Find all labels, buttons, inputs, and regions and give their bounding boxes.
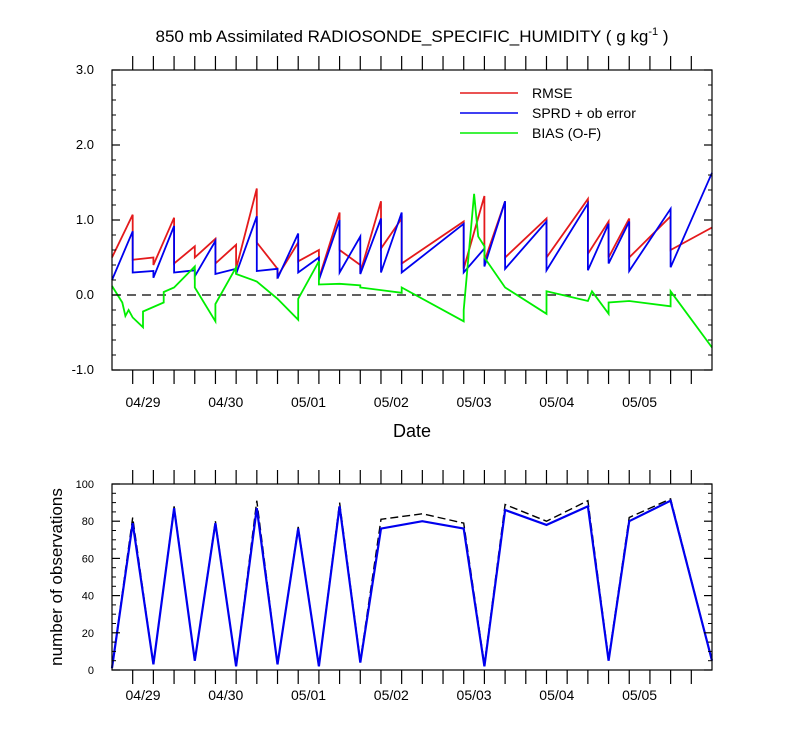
sprd-series-line — [111, 172, 713, 281]
y-tick-label: 0.0 — [76, 287, 94, 302]
x-tick-label: 04/30 — [208, 687, 243, 703]
x-tick-label: 05/02 — [374, 687, 409, 703]
x-tick-label: 05/05 — [622, 687, 657, 703]
bottom-series-layer — [110, 497, 714, 669]
y-tick-label: 3.0 — [76, 62, 94, 77]
legend-sprd-label: SPRD + ob error — [532, 105, 636, 121]
chart-title: 850 mb Assimilated RADIOSONDE_SPECIFIC_H… — [156, 26, 669, 46]
y-tick-label: 2.0 — [76, 137, 94, 152]
x-tick-label: 05/02 — [374, 394, 409, 410]
obs-used-series-line — [110, 499, 714, 669]
x-tick-label: 04/29 — [126, 394, 161, 410]
legend-rmse-label: RMSE — [532, 85, 572, 101]
legend-bias-label: BIAS (O-F) — [532, 125, 601, 141]
top-x-tick-labels: 04/29 04/30 05/01 05/02 05/03 05/04 05/05 — [126, 394, 658, 410]
y-tick-label: 60 — [82, 553, 94, 565]
top-ticks-layer — [112, 56, 712, 384]
y-tick-label: 100 — [76, 479, 94, 491]
y-tick-label: 20 — [82, 628, 94, 640]
chart-title-main: 850 mb Assimilated RADIOSONDE_SPECIFIC_H… — [156, 27, 649, 46]
chart-title-end: ) — [658, 27, 668, 46]
bias-series-line — [111, 193, 713, 349]
bottom-panel: 0 20 40 60 80 100 04/29 04/30 05/01 05/02 05/03 05… — [47, 470, 714, 703]
x-tick-label: 05/01 — [291, 394, 326, 410]
top-x-axis-label: Date — [393, 421, 431, 441]
x-tick-label: 05/04 — [539, 687, 574, 703]
x-tick-label: 05/01 — [291, 687, 326, 703]
y-tick-label: 80 — [82, 516, 94, 528]
y-tick-label: 40 — [82, 591, 94, 603]
y-tick-label: 0 — [88, 665, 94, 677]
y-tick-label: 1.0 — [76, 212, 94, 227]
bottom-x-tick-labels: 04/29 04/30 05/01 05/02 05/03 05/04 05/05 — [126, 687, 658, 703]
chart-title-sup: -1 — [648, 26, 658, 38]
y-tick-label: -1.0 — [72, 362, 94, 377]
x-tick-label: 05/03 — [457, 687, 492, 703]
top-panel: 850 mb Assimilated RADIOSONDE_SPECIFIC_H… — [72, 26, 713, 441]
legend: RMSE SPRD + ob error BIAS (O-F) — [460, 85, 636, 141]
x-tick-label: 04/29 — [126, 687, 161, 703]
x-tick-label: 05/04 — [539, 394, 574, 410]
x-tick-label: 05/03 — [457, 394, 492, 410]
obs-possible-series-line — [111, 497, 713, 669]
x-tick-label: 05/05 — [622, 394, 657, 410]
top-y-tick-labels: -1.0 0.0 1.0 2.0 3.0 — [72, 62, 94, 377]
bottom-y-tick-labels: 0 20 40 60 80 100 — [76, 479, 94, 677]
bottom-ticks-layer — [112, 470, 712, 684]
bottom-y-axis-label: number of observations — [47, 488, 66, 666]
x-tick-label: 04/30 — [208, 394, 243, 410]
top-series-layer — [111, 172, 713, 349]
